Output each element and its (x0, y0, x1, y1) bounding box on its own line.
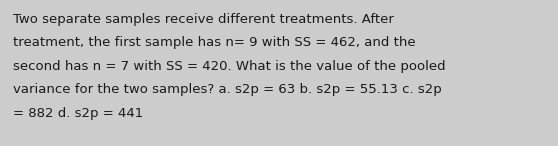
Text: Two separate samples receive different treatments. After: Two separate samples receive different t… (13, 13, 394, 26)
Text: second has n = 7 with SS = 420. What is the value of the pooled: second has n = 7 with SS = 420. What is … (13, 60, 446, 73)
Text: treatment, the first sample has n= 9 with SS = 462, and the: treatment, the first sample has n= 9 wit… (13, 36, 416, 49)
Text: variance for the two samples? a. s2p = 63 b. s2p = 55.13 c. s2p: variance for the two samples? a. s2p = 6… (13, 84, 442, 97)
Text: = 882 d. s2p = 441: = 882 d. s2p = 441 (13, 107, 143, 120)
